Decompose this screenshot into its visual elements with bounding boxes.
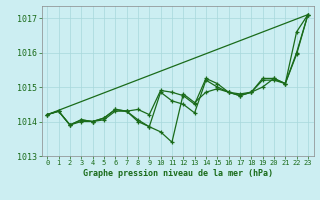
- X-axis label: Graphe pression niveau de la mer (hPa): Graphe pression niveau de la mer (hPa): [83, 169, 273, 178]
